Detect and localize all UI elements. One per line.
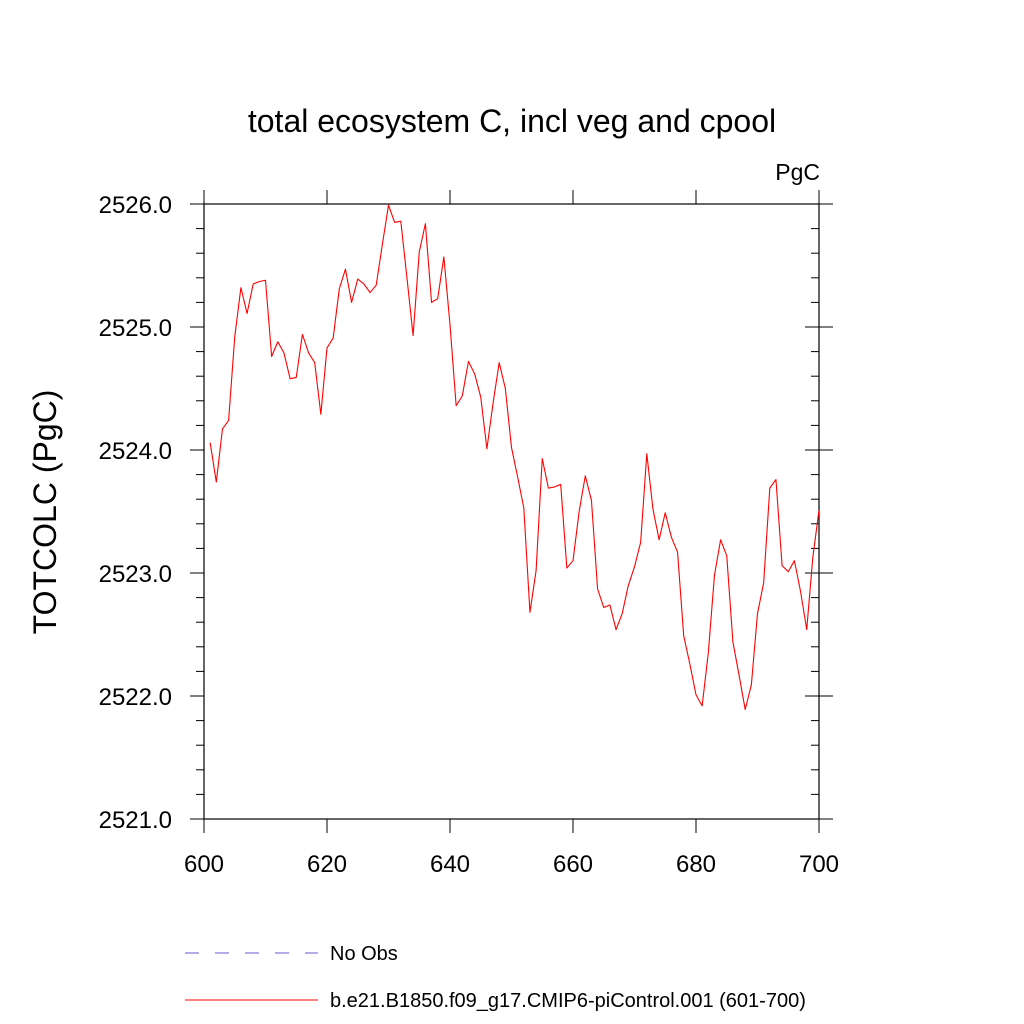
x-tick-label: 600 (184, 851, 224, 878)
units-label: PgC (775, 159, 820, 185)
x-tick-label: 620 (307, 851, 347, 878)
y-tick-label: 2524.0 (99, 438, 172, 465)
axis-ticks (190, 190, 833, 833)
x-tick-label: 700 (799, 851, 839, 878)
y-tick-labels: 2521.0 2522.0 2523.0 2524.0 2525.0 2526.0 (99, 192, 172, 834)
plot-frame (203, 203, 820, 820)
x-tick-label: 680 (676, 851, 716, 878)
legend: No Obs b.e21.B1850.f09_g17.CMIP6-piContr… (185, 943, 806, 1012)
y-tick-label: 2521.0 (99, 807, 172, 834)
chart-title: total ecosystem C, incl veg and cpool (248, 103, 776, 139)
x-tick-label: 640 (430, 851, 470, 878)
legend-label-picontrol: b.e21.B1850.f09_g17.CMIP6-piControl.001 … (330, 990, 806, 1012)
series-line-picontrol (209, 204, 820, 711)
x-tick-label: 660 (553, 851, 593, 878)
y-tick-label: 2523.0 (99, 561, 172, 588)
y-tick-label: 2526.0 (99, 192, 172, 219)
y-tick-label: 2522.0 (99, 684, 172, 711)
y-tick-label: 2525.0 (99, 315, 172, 342)
x-tick-labels: 600 620 640 660 680 700 (184, 851, 839, 878)
y-axis-label: TOTCOLC (PgC) (27, 390, 63, 635)
legend-label-no-obs: No Obs (330, 943, 398, 965)
